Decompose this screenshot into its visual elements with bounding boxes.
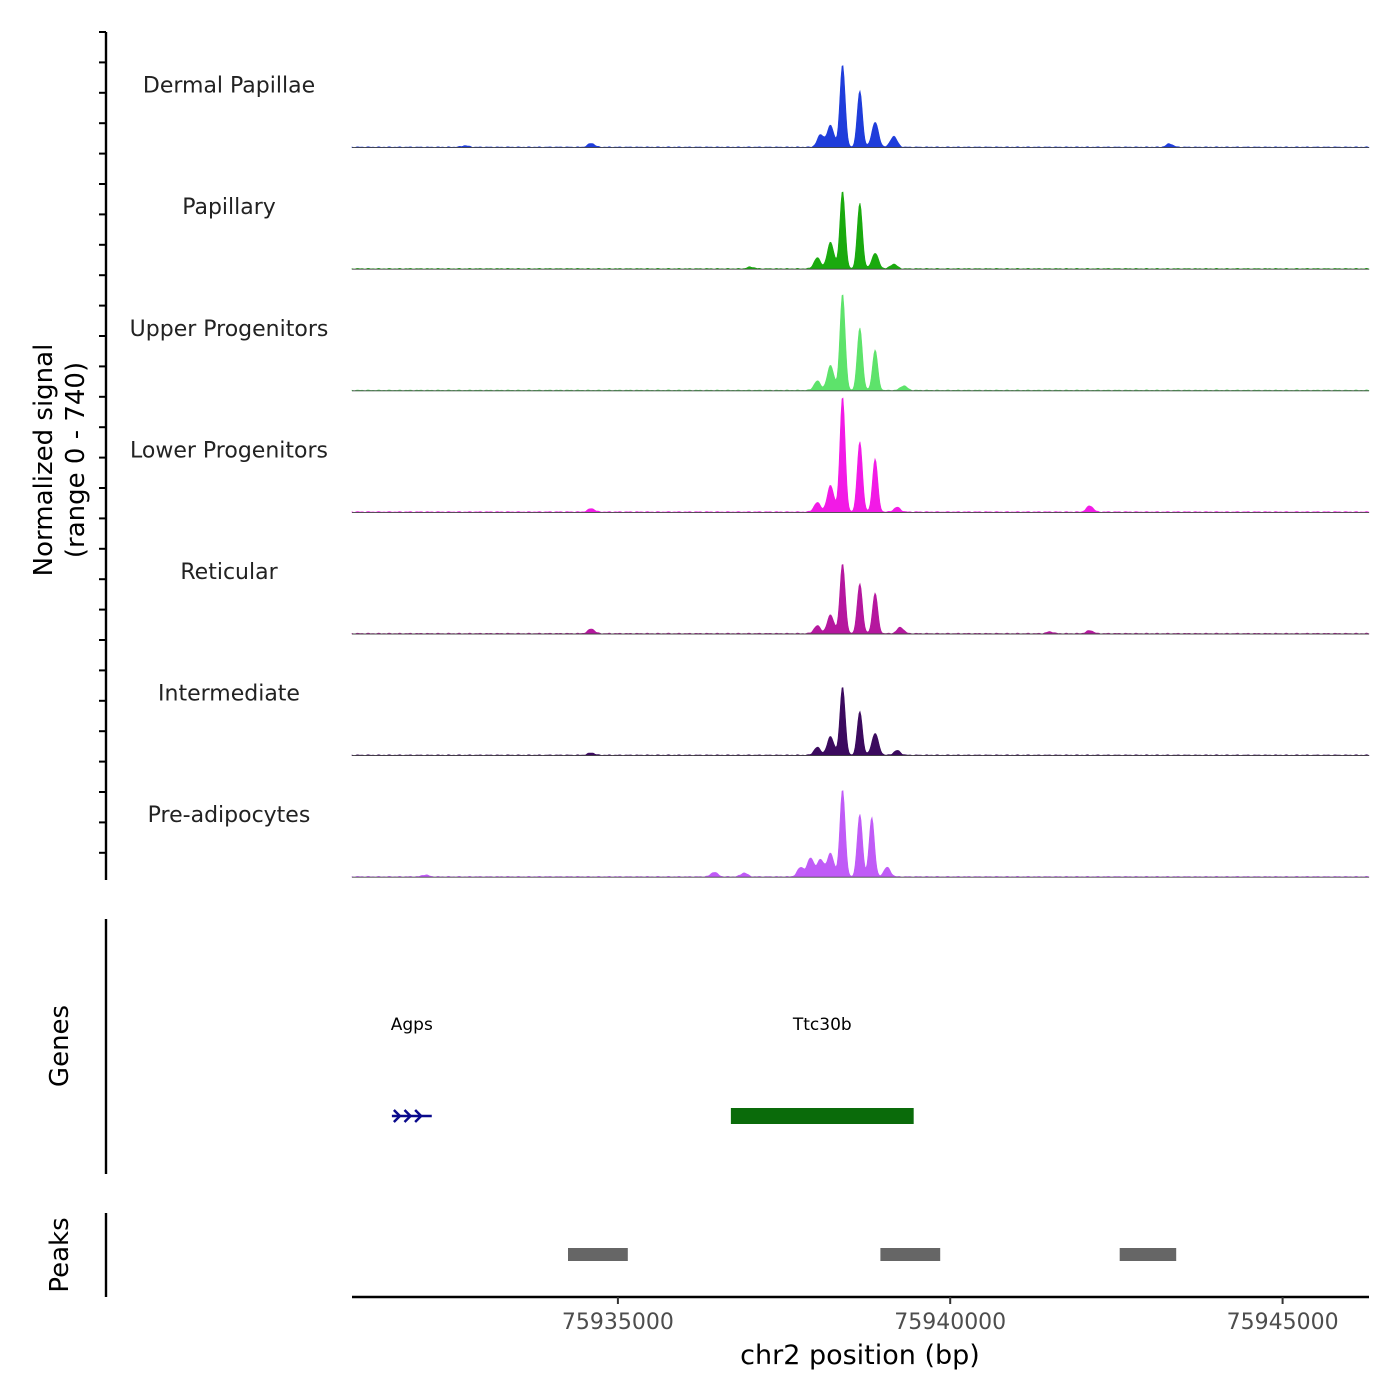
coverage-y-ticks	[99, 31, 106, 854]
peak-region	[880, 1248, 941, 1261]
track-intermediate: Intermediate	[158, 682, 1370, 757]
peak-region	[1119, 1248, 1177, 1261]
gene-label: Agps	[391, 1015, 433, 1035]
coverage-area	[351, 564, 1370, 635]
gene-body	[730, 1108, 914, 1124]
coverage-area	[351, 65, 1370, 148]
gene-label: Ttc30b	[792, 1015, 852, 1035]
y-axis-label-line1: Normalized signal	[29, 344, 59, 577]
track-reticular: Reticular	[180, 560, 1370, 635]
peaks-panel-label: Peaks	[45, 1217, 75, 1292]
x-axis-ticks: 75935000 75940000 75945000	[562, 1297, 1339, 1335]
peak-region	[568, 1248, 628, 1261]
strand-arrow-icon	[392, 1109, 402, 1123]
genes-panel-label: Genes	[45, 1005, 75, 1087]
x-tick-label: 75940000	[894, 1310, 1006, 1335]
y-axis-label-line2: (range 0 - 740)	[61, 362, 91, 558]
peak-regions	[568, 1248, 1177, 1261]
x-tick-label: 75935000	[562, 1310, 674, 1335]
x-tick-label: 75945000	[1227, 1310, 1339, 1335]
track-label: Intermediate	[158, 682, 300, 707]
track-upper-progenitors: Upper Progenitors	[130, 294, 1370, 392]
track-label: Pre-adipocytes	[148, 803, 311, 828]
coverage-area	[351, 397, 1370, 513]
coverage-y-axis	[99, 31, 108, 880]
track-pre-adipocytes: Pre-adipocytes	[148, 790, 1370, 878]
coverage-area	[351, 790, 1370, 878]
x-axis-label: chr2 position (bp)	[740, 1340, 980, 1371]
track-label: Dermal Papillae	[143, 74, 315, 99]
track-lower-progenitors: Lower Progenitors	[130, 397, 1370, 513]
track-label: Papillary	[182, 195, 276, 220]
strand-arrow-icon	[403, 1109, 413, 1123]
coverage-area	[351, 294, 1370, 392]
coverage-area	[351, 191, 1370, 270]
gene-ttc30b: Ttc30b	[730, 1015, 914, 1124]
gene-annotations: Agps Ttc30b	[391, 1015, 914, 1124]
coverage-tracks: Dermal Papillae Papillary Upper Progenitor…	[130, 65, 1370, 878]
gene-agps: Agps	[391, 1015, 433, 1123]
track-label: Lower Progenitors	[130, 438, 328, 463]
track-dermal-papillae: Dermal Papillae	[143, 65, 1370, 149]
track-papillary: Papillary	[182, 191, 1370, 270]
coverage-area	[351, 687, 1370, 756]
track-label: Reticular	[180, 560, 278, 585]
strand-arrow-icon	[414, 1109, 423, 1123]
track-label: Upper Progenitors	[130, 317, 329, 342]
